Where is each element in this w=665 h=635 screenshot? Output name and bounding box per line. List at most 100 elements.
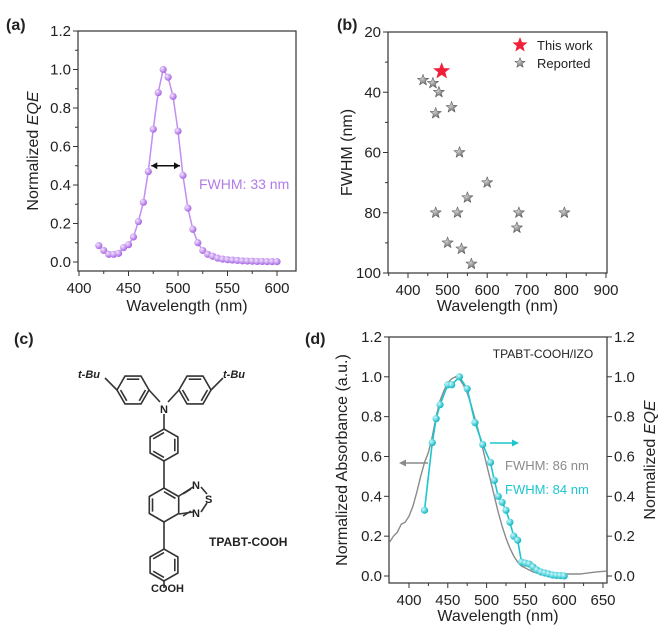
x-tick-label: 400 xyxy=(395,282,420,299)
y-tick-label: 40 xyxy=(364,84,381,101)
fwhm-arrow-left-head xyxy=(151,162,158,170)
panel-label-c: (c) xyxy=(14,331,34,348)
bond xyxy=(148,389,161,403)
eqe-point xyxy=(139,198,147,206)
y-axis-title-part: EQE xyxy=(25,91,42,125)
eqe-point xyxy=(129,233,138,241)
eqe-point xyxy=(428,438,436,447)
reported-star-point xyxy=(453,145,466,158)
x-tick-label: 900 xyxy=(593,282,618,299)
molecule-labels: t-Bu t-Bu N N S N COOH TPABT-COOH xyxy=(78,369,287,595)
eqe-point xyxy=(486,458,495,467)
reported-star-point xyxy=(426,76,440,89)
eqe-line xyxy=(423,375,565,577)
eqe-line xyxy=(98,67,277,263)
eqe-point xyxy=(184,204,192,212)
eqe-point xyxy=(514,536,522,544)
panel-label-b: (b) xyxy=(337,17,357,34)
eqe-point xyxy=(506,518,514,526)
reported-star-point xyxy=(451,206,464,219)
y-tick-label: 0.8 xyxy=(50,100,71,117)
y-right-tick-label: 1.0 xyxy=(614,369,635,386)
eqe-point xyxy=(463,385,471,393)
y-right-tick-label: 0.4 xyxy=(614,488,635,505)
x-tick-label: 400 xyxy=(396,592,421,609)
thiadiazole-n2-label: N xyxy=(192,508,200,520)
x-tick-label: 500 xyxy=(165,280,190,297)
y-tick-label: 100 xyxy=(356,265,381,282)
reported-star-point xyxy=(416,73,430,86)
y-tick-label: 20 xyxy=(364,24,381,41)
molecule-structure xyxy=(104,375,224,588)
x-axis-title: Wavelength (nm) xyxy=(437,298,558,315)
eqe-point xyxy=(95,242,103,250)
y-tick-label: 60 xyxy=(364,145,381,162)
eqe-point xyxy=(179,171,187,179)
y-tick-label: 0.4 xyxy=(361,488,382,505)
bond xyxy=(182,510,192,517)
reported-star-point xyxy=(432,85,446,98)
amine-n-label: N xyxy=(160,404,168,416)
panel-label-a: (a) xyxy=(6,17,26,34)
y-tick-label: 0.2 xyxy=(361,528,382,545)
x-tick-label: 450 xyxy=(116,280,141,297)
y-tick-label: 0.0 xyxy=(361,568,382,585)
thiadiazole-s-label: S xyxy=(205,494,212,506)
y-right-tick-label: 0.0 xyxy=(614,568,635,585)
tbu-left-label: t-Bu xyxy=(78,369,100,381)
plot-frame xyxy=(77,30,297,272)
eqe-point xyxy=(455,373,464,381)
chart-title: TPABT-COOH/IZO xyxy=(493,347,593,361)
y-axis-title: Normalized EQE xyxy=(25,91,42,210)
y-tick-label: 0.4 xyxy=(50,177,71,194)
legend-reported-icon xyxy=(514,56,526,68)
y-axis-title-left: Normalized Absorbance (a.u.) xyxy=(334,354,351,566)
x-axis-title: Wavelength (nm) xyxy=(126,298,247,315)
double-bond xyxy=(200,389,209,402)
bond xyxy=(200,486,208,495)
eqe-point xyxy=(134,217,142,226)
x-tick-label: 550 xyxy=(215,280,240,297)
y-tick-label: 0.2 xyxy=(50,216,71,233)
double-bond xyxy=(152,450,165,459)
eqe-point xyxy=(448,381,456,389)
eqe-point xyxy=(494,492,502,500)
this-work-star-point xyxy=(433,62,451,79)
bond xyxy=(182,488,192,495)
reported-star-point xyxy=(445,100,458,113)
eqe-point xyxy=(159,65,167,74)
eqe-point xyxy=(194,239,202,247)
y-axis-title: FWHM (nm) xyxy=(339,109,356,196)
x-tick-label: 700 xyxy=(514,282,539,299)
y-axis-title-part: FWHM (nm) xyxy=(339,109,356,196)
legend-this-work-label: This work xyxy=(537,38,593,53)
bond xyxy=(210,377,224,391)
eqe-point xyxy=(115,249,123,257)
eqe-point xyxy=(498,498,506,506)
y-tick-label: 0.6 xyxy=(361,448,382,465)
plot-frame xyxy=(388,336,608,584)
eqe-point xyxy=(471,419,479,427)
y-right-tick-label: 0.8 xyxy=(614,409,635,426)
y-right-tick-label: 1.2 xyxy=(614,329,635,346)
legend-this-work-icon xyxy=(512,37,528,52)
eqe-point xyxy=(436,401,444,409)
eqe-point xyxy=(420,506,429,514)
eqe-point xyxy=(502,506,510,514)
x-tick-label: 450 xyxy=(435,592,460,609)
reported-star-point xyxy=(455,242,468,255)
y-tick-label: 0.6 xyxy=(50,139,71,156)
eqe-point xyxy=(105,250,113,258)
y-tick-label: 0.0 xyxy=(50,254,71,271)
eqe-point xyxy=(268,258,276,266)
eqe-point xyxy=(154,89,162,97)
eqe-point xyxy=(164,73,172,81)
fwhm-annotation: FWHM: 33 nm xyxy=(199,176,289,192)
fwhm-eqe-annotation: FWHM: 84 nm xyxy=(505,482,589,497)
double-bond xyxy=(138,389,147,402)
bond xyxy=(200,502,208,513)
x-tick-label: 500 xyxy=(435,282,460,299)
y-axis-title-part: Normalized xyxy=(25,125,42,210)
eqe-point xyxy=(174,127,182,135)
reported-star-point xyxy=(441,236,454,249)
